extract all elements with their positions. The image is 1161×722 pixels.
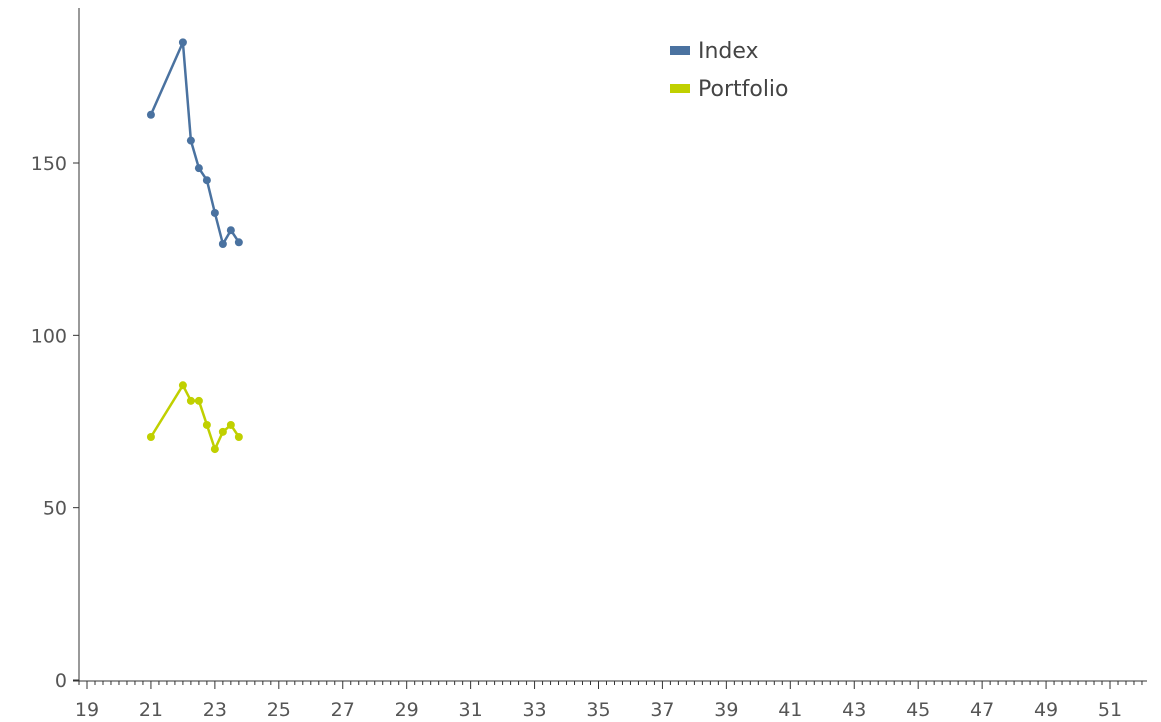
data-point: [146, 433, 155, 442]
data-point: [194, 164, 203, 173]
data-point: [202, 420, 211, 429]
x-tick-label: 49: [1034, 699, 1058, 721]
axes: 0 50 100 150 19 21 23 25 27 29 31 33 35 37 39 41 43 45 47 4…: [31, 8, 1147, 721]
y-tick-label: 50: [43, 498, 67, 520]
legend-label: Index: [698, 39, 759, 64]
legend-swatch: [670, 84, 690, 93]
x-tick-label: 51: [1098, 699, 1122, 721]
legend-swatch: [670, 46, 690, 55]
x-tick-label: 25: [267, 699, 291, 721]
legend-item-portfolio[interactable]: Portfolio: [670, 77, 789, 102]
y-tick-label: 150: [31, 153, 67, 175]
data-point: [218, 239, 227, 248]
x-tick-label: 21: [139, 699, 163, 721]
data-point: [218, 427, 227, 436]
x-tick-label: 27: [331, 699, 355, 721]
data-point: [234, 433, 243, 442]
x-tick-label: 37: [650, 699, 674, 721]
x-tick-label: 41: [778, 699, 802, 721]
x-tick-label: 29: [395, 699, 419, 721]
data-point: [146, 110, 155, 119]
data-point: [226, 226, 235, 235]
data-point: [210, 445, 219, 454]
x-tick-label: 35: [586, 699, 610, 721]
legend-item-index[interactable]: Index: [670, 39, 759, 64]
series-line: [149, 384, 240, 451]
x-tick-label: 23: [203, 699, 227, 721]
data-point: [210, 208, 219, 217]
data-point: [178, 381, 187, 390]
y-tick-label: 100: [31, 325, 67, 347]
series-index: [146, 38, 243, 248]
x-tick-label: 31: [459, 699, 483, 721]
x-tick-label: 43: [842, 699, 866, 721]
data-point: [226, 420, 235, 429]
x-tick-label: 19: [75, 699, 99, 721]
x-tick-label: 33: [522, 699, 546, 721]
x-tick-label: 39: [714, 699, 738, 721]
series-layer: [146, 38, 243, 454]
x-tick-label: 45: [906, 699, 930, 721]
data-point: [194, 396, 203, 405]
data-point: [202, 176, 211, 185]
x-tick-label: 47: [970, 699, 994, 721]
data-point: [186, 396, 195, 405]
series-line: [149, 41, 240, 246]
y-tick-label: 0: [55, 670, 67, 692]
data-point: [186, 136, 195, 145]
series-portfolio: [146, 381, 243, 454]
data-point: [178, 38, 187, 47]
legend-label: Portfolio: [698, 77, 789, 102]
data-point: [234, 238, 243, 247]
legend: Index Portfolio: [670, 39, 789, 102]
